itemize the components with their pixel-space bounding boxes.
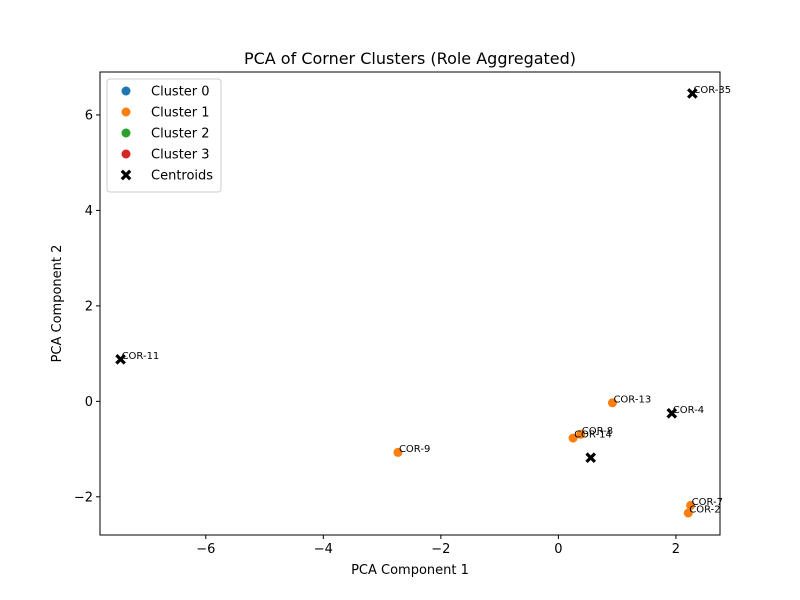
point-annotation: COR-14 <box>574 430 612 441</box>
chart-title: PCA of Corner Clusters (Role Aggregated) <box>244 49 576 68</box>
point-annotation: COR-7 <box>692 497 723 508</box>
centroid-stroke <box>666 407 678 419</box>
y-tick-label: 6 <box>85 108 93 123</box>
legend-marker-cluster-3 <box>121 149 131 159</box>
y-tick-label: 0 <box>85 395 93 410</box>
plot-area: −6 −4 −2 0 2 −2 0 2 4 6 COR-35 COR-11 COR-13 COR-4 COR… <box>74 71 731 557</box>
centroid-marker <box>666 407 678 419</box>
y-axis-label: PCA Component 2 <box>50 245 65 363</box>
x-tick-label: 0 <box>554 542 562 557</box>
legend-marker-cluster-0 <box>121 86 131 96</box>
legend-label: Cluster 0 <box>151 85 210 100</box>
centroid-stroke <box>120 169 132 181</box>
centroid-stroke <box>585 452 597 464</box>
cluster-1-point <box>686 500 696 510</box>
cluster-1-point <box>683 508 693 518</box>
plot-frame <box>99 71 721 536</box>
point-annotation: COR-2 <box>689 505 720 516</box>
cluster-1-point <box>607 398 617 408</box>
y-tick-label: 4 <box>85 204 93 219</box>
point-annotation: COR-35 <box>693 85 731 96</box>
legend-label: Centroids <box>151 169 213 184</box>
centroid-stroke <box>687 88 698 99</box>
centroid-marker <box>687 88 698 99</box>
cluster-1-point <box>568 433 578 443</box>
x-tick-label: 2 <box>672 542 680 557</box>
point-annotation: COR-4 <box>673 405 704 416</box>
x-tick-label: −2 <box>431 542 450 557</box>
legend: Cluster 0 Cluster 1 Cluster 2 Cluster 3 Cent… <box>106 78 222 193</box>
y-tick-label: −2 <box>74 490 93 505</box>
centroid-stroke <box>115 354 126 365</box>
legend-marker-cluster-2 <box>121 128 131 138</box>
x-tick-label: −6 <box>196 542 215 557</box>
point-annotation: COR-9 <box>399 444 430 455</box>
legend-label: Cluster 3 <box>151 148 210 163</box>
x-tick-label: −4 <box>314 542 333 557</box>
y-tick-label: 2 <box>85 299 93 314</box>
point-annotation: COR-13 <box>613 394 651 405</box>
legend-label: Cluster 2 <box>151 127 210 142</box>
centroid-marker <box>115 354 126 365</box>
point-annotation: COR-11 <box>122 351 160 362</box>
legend-centroid-marker <box>120 169 132 181</box>
legend-label: Cluster 1 <box>151 106 210 121</box>
point-annotation: COR-8 <box>582 426 613 437</box>
cluster-1-point <box>393 447 403 457</box>
centroid-marker <box>585 452 597 464</box>
legend-box <box>106 78 222 193</box>
cluster-1-point <box>576 429 586 439</box>
legend-marker-cluster-1 <box>121 107 131 117</box>
x-axis-label: PCA Component 1 <box>351 563 469 578</box>
